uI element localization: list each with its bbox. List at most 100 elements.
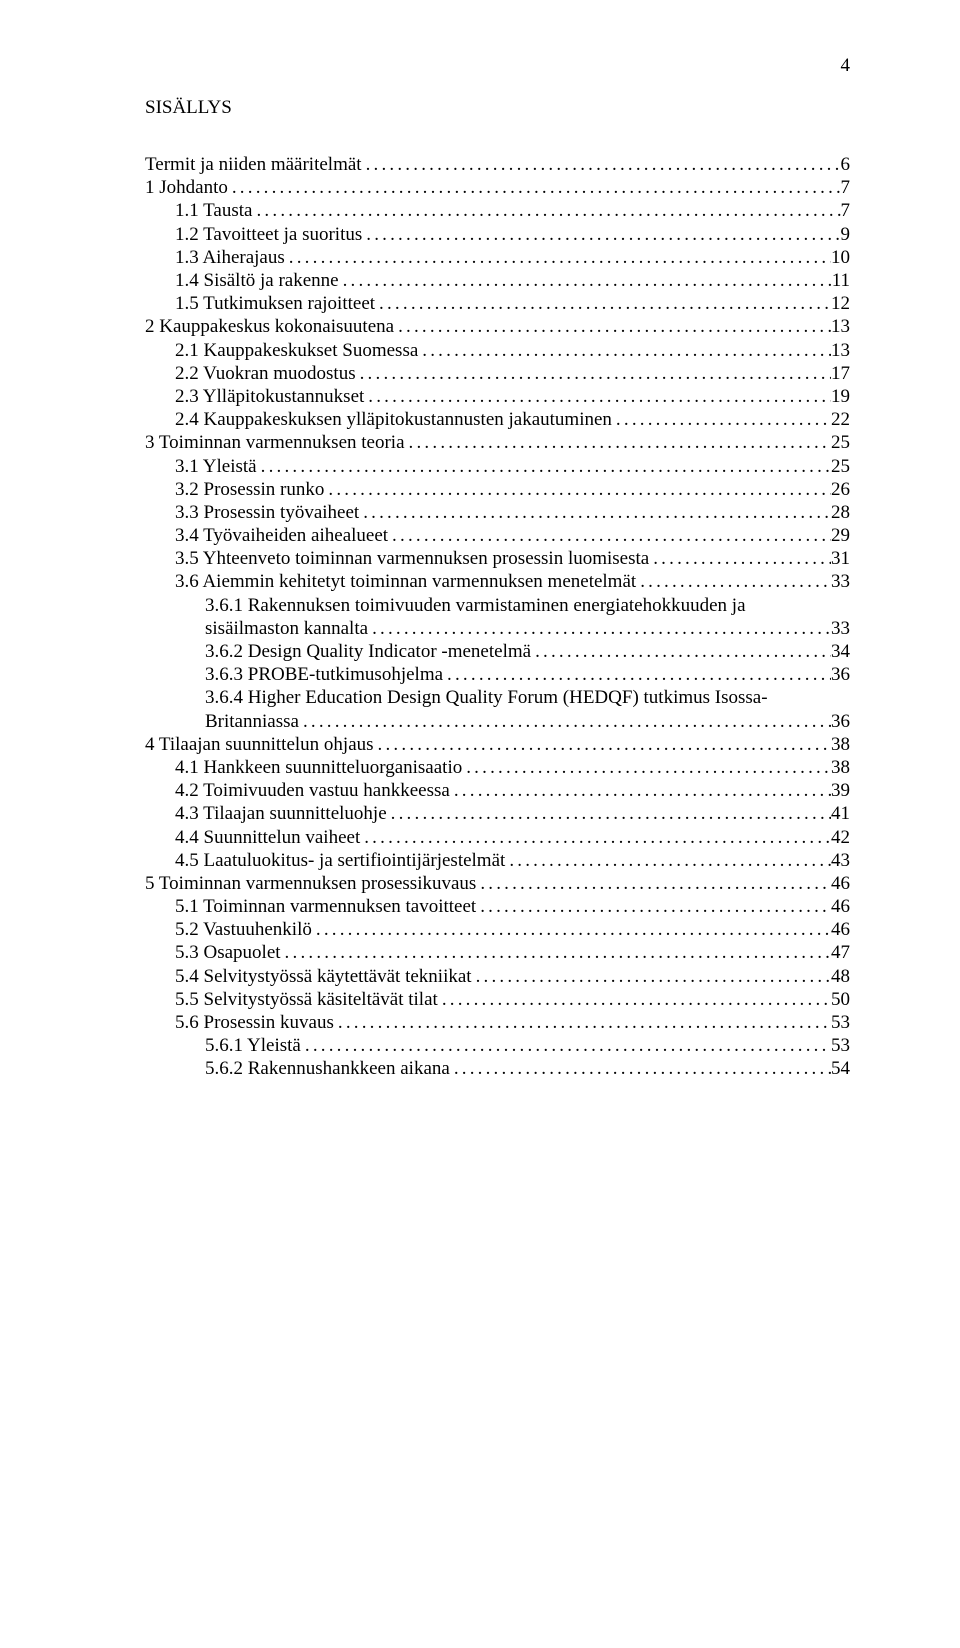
toc-entry: 3.6.4 Higher Education Design Quality Fo… [145,686,850,709]
toc-entry: 5.5 Selvitystyössä käsiteltävät tilat 50 [145,988,850,1011]
toc-entry-page: 9 [841,225,851,244]
toc-entry: 5.1 Toiminnan varmennuksen tavoitteet46 [145,895,850,918]
toc-entry-label: 4 Tilaajan suunnittelun ohjaus [145,735,374,754]
toc-leader-dots [334,1013,831,1032]
toc-entry: 4.1 Hankkeen suunnitteluorganisaatio38 [145,756,850,779]
toc-entry-page: 17 [831,364,850,383]
toc-leader-dots [476,874,831,893]
toc-entry-label: 3 Toiminnan varmennuksen teoria [145,433,405,452]
toc-entry-page: 53 [831,1036,850,1055]
toc-entry: 5.6 Prosessin kuvaus 53 [145,1011,850,1034]
table-of-contents: Termit ja niiden määritelmät61 Johdanto7… [145,153,850,1081]
toc-entry-page: 13 [831,317,850,336]
toc-leader-dots [612,410,831,429]
toc-entry-label: 4.2 Toimivuuden vastuu hankkeessa [175,781,450,800]
toc-entry-page: 36 [831,712,850,731]
toc-entry: 5.4 Selvitystyössä käytettävät tekniikat… [145,965,850,988]
toc-entry: 2.4 Kauppakeskuksen ylläpitokustannusten… [145,408,850,431]
toc-entry: 5.6.2 Rakennushankkeen aikana 54 [145,1057,850,1080]
toc-leader-dots [462,758,831,777]
toc-entry-page: 26 [831,480,850,499]
toc-entry: 3.3 Prosessin työvaiheet28 [145,501,850,524]
toc-entry-label: 5.2 Vastuuhenkilö [175,920,312,939]
toc-entry-label: 3.5 Yhteenveto toiminnan varmennuksen pr… [175,549,649,568]
toc-entry: 3.5 Yhteenveto toiminnan varmennuksen pr… [145,547,850,570]
toc-entry-page: 33 [831,619,850,638]
toc-entry: Termit ja niiden määritelmät6 [145,153,850,176]
toc-leader-dots [360,828,831,847]
toc-entry: 1 Johdanto7 [145,176,850,199]
toc-entry: 5.2 Vastuuhenkilö 46 [145,918,850,941]
toc-entry: 1.1 Tausta7 [145,199,850,222]
toc-entry-label: 1.1 Tausta [175,201,252,220]
toc-entry-page: 50 [831,990,850,1009]
toc-entry-page: 46 [831,920,850,939]
toc-entry-page: 42 [831,828,850,847]
toc-entry-page: 22 [831,410,850,429]
toc-leader-dots [301,1036,831,1055]
toc-entry: 3.6.2 Design Quality Indicator -menetelm… [145,640,850,663]
toc-leader-dots [476,897,831,916]
toc-entry-page: 34 [831,642,850,661]
toc-entry: 3.1 Yleistä25 [145,454,850,477]
toc-entry: 2 Kauppakeskus kokonaisuutena13 [145,315,850,338]
toc-entry-label: 3.6.1 Rakennuksen toimivuuden varmistami… [205,596,746,615]
toc-entry-page: 29 [831,526,850,545]
toc-leader-dots [387,804,831,823]
toc-entry-label: 5.5 Selvitystyössä käsiteltävät tilat [175,990,438,1009]
toc-entry-page: 47 [831,943,850,962]
toc-entry-label: 2.3 Ylläpitokustannukset [175,387,364,406]
toc-leader-dots [362,155,841,174]
toc-entry-page: 31 [831,549,850,568]
toc-entry-page: 28 [831,503,850,522]
toc-entry-label: 1 Johdanto [145,178,228,197]
toc-leader-dots [405,433,831,452]
toc-leader-dots [394,317,831,336]
toc-leader-dots [450,781,831,800]
toc-entry-page: 12 [831,294,850,313]
toc-entry-page: 39 [831,781,850,800]
toc-entry: 3.4 Työvaiheiden aihealueet 29 [145,524,850,547]
toc-entry: sisäilmaston kannalta33 [145,617,850,640]
toc-entry-page: 46 [831,897,850,916]
toc-leader-dots [312,920,831,939]
toc-leader-dots [450,1059,831,1078]
page-number: 4 [841,55,851,77]
toc-entry-label: 3.6.4 Higher Education Design Quality Fo… [205,688,768,707]
toc-leader-dots [374,735,831,754]
toc-leader-dots [285,248,831,267]
toc-leader-dots [362,225,840,244]
toc-entry: 2.2 Vuokran muodostus17 [145,362,850,385]
toc-entry-label: 3.4 Työvaiheiden aihealueet [175,526,388,545]
toc-entry: 5.3 Osapuolet 47 [145,941,850,964]
toc-entry-page: 41 [831,804,850,823]
toc-entry: 1.4 Sisältö ja rakenne11 [145,269,850,292]
toc-entry-page: 38 [831,735,850,754]
toc-leader-dots [324,480,831,499]
toc-entry-label: 1.5 Tutkimuksen rajoitteet [175,294,375,313]
toc-leader-dots [649,549,831,568]
toc-entry-label: 4.3 Tilaajan suunnitteluohje [175,804,387,823]
toc-entry: 1.2 Tavoitteet ja suoritus 9 [145,223,850,246]
toc-entry-page: 25 [831,457,850,476]
toc-entry-label: 5 Toiminnan varmennuksen prosessikuvaus [145,874,476,893]
toc-entry-page: 10 [831,248,850,267]
toc-entry-label: Termit ja niiden määritelmät [145,155,362,174]
toc-leader-dots [443,665,831,684]
toc-leader-dots [388,526,831,545]
toc-entry-label: 3.6.2 Design Quality Indicator -menetelm… [205,642,531,661]
toc-leader-dots [299,712,831,731]
toc-entry-label: 4.1 Hankkeen suunnitteluorganisaatio [175,758,462,777]
toc-entry-label: 2.1 Kauppakeskukset Suomessa [175,341,418,360]
toc-entry-label: 5.6 Prosessin kuvaus [175,1013,334,1032]
toc-entry-label: 1.2 Tavoitteet ja suoritus [175,225,362,244]
toc-entry-label: 3.6.3 PROBE-tutkimusohjelma [205,665,443,684]
toc-entry-page: 54 [831,1059,850,1078]
toc-entry-page: 53 [831,1013,850,1032]
toc-entry-page: 46 [831,874,850,893]
toc-entry: 4.5 Laatuluokitus- ja sertifiointijärjes… [145,849,850,872]
toc-leader-dots [339,271,832,290]
toc-entry-label: 5.3 Osapuolet [175,943,281,962]
toc-leader-dots [364,387,831,406]
toc-entry-label: 5.6.2 Rakennushankkeen aikana [205,1059,450,1078]
